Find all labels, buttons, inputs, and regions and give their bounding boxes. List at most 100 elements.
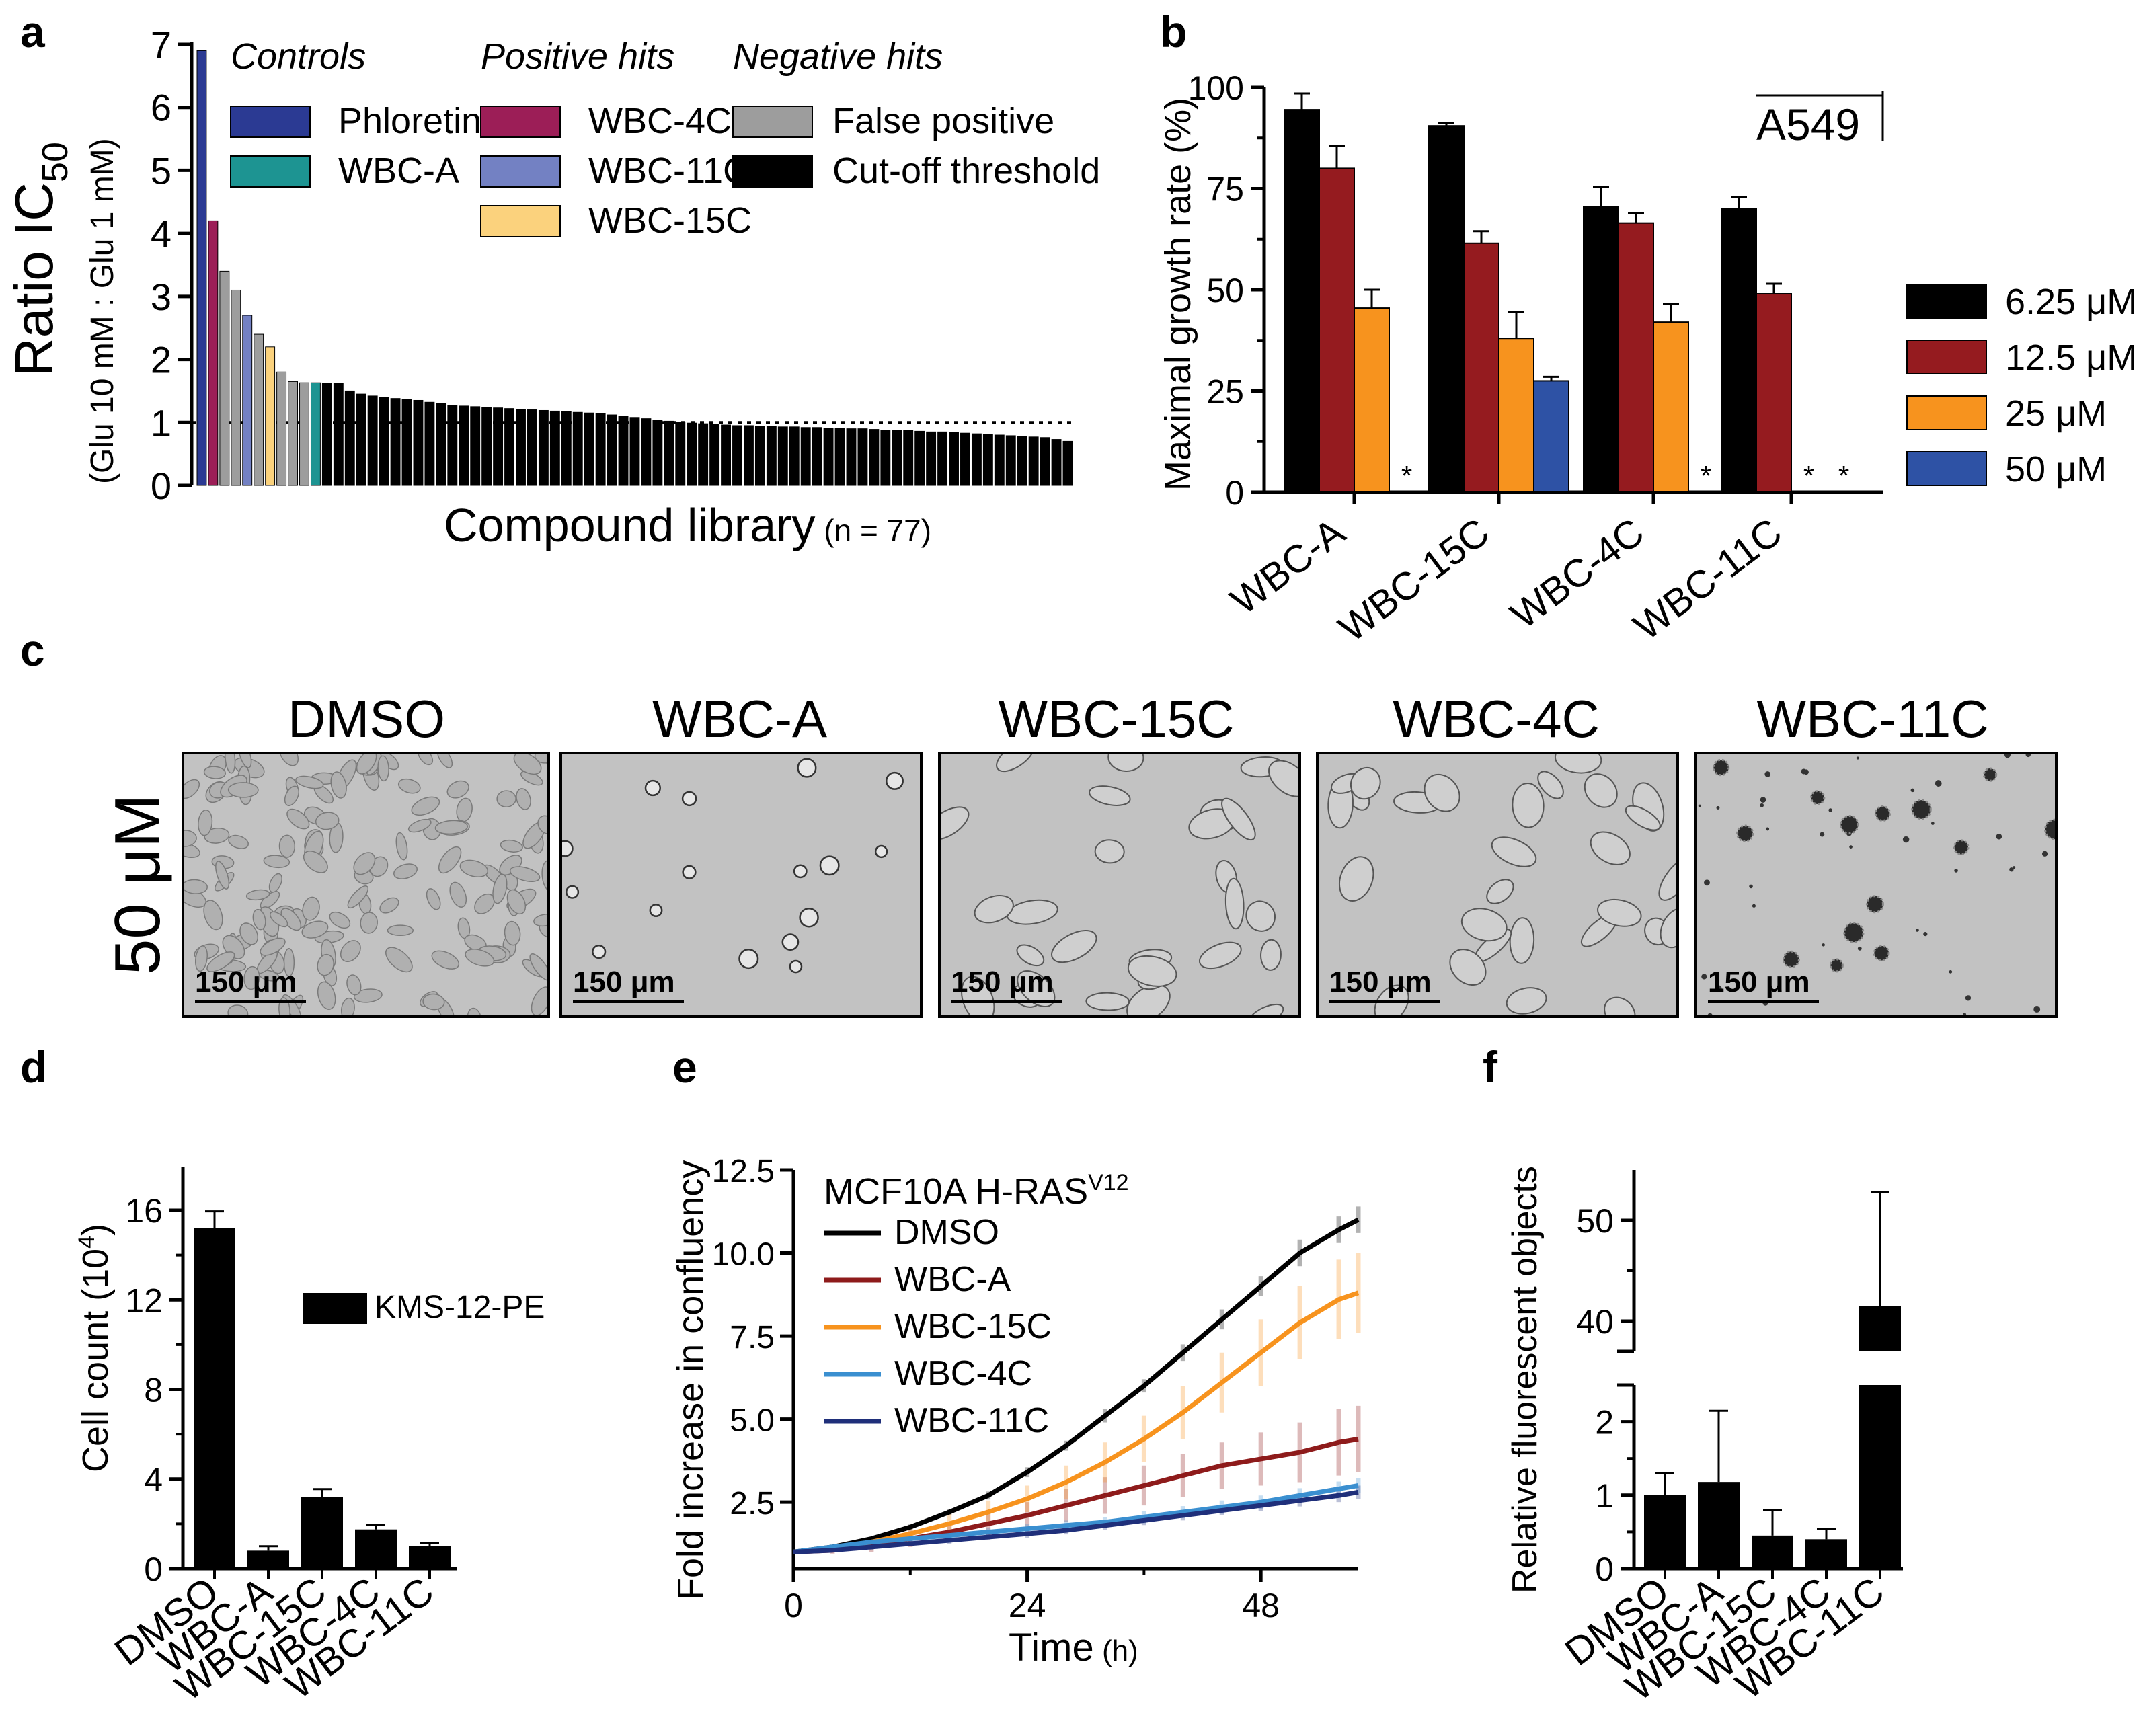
cell (1339, 856, 1374, 902)
cell (252, 908, 266, 931)
debris (2025, 754, 2031, 758)
cell (353, 852, 376, 875)
scale-bar (195, 1000, 306, 1003)
bar (504, 408, 514, 486)
cell (315, 812, 340, 830)
cell (431, 950, 460, 970)
bar (254, 333, 264, 486)
cell (317, 981, 336, 1010)
cell (295, 775, 324, 789)
bar (777, 426, 788, 486)
image-background (1697, 754, 2055, 1015)
cell (1107, 754, 1144, 772)
debris (2004, 754, 2011, 758)
cell (407, 818, 432, 833)
y-axis-label: Maximal growth rate (%) (1158, 97, 1198, 491)
cell (1782, 950, 1800, 968)
y-axis-label: Cell count (104) (74, 1224, 116, 1472)
debris (1760, 803, 1764, 807)
bar (333, 383, 344, 486)
cell (238, 754, 252, 768)
legend-label: WBC-4C (588, 101, 732, 141)
bar (1463, 242, 1499, 493)
scale-bar (1708, 1000, 1819, 1003)
debris (1820, 832, 1825, 837)
y-tick-label: 16 (125, 1192, 163, 1230)
bar (607, 414, 617, 486)
debris (1752, 904, 1756, 908)
y-tick-label: 2 (1595, 1404, 1614, 1442)
y-tick-label: 0 (1595, 1550, 1614, 1588)
legend-label: DMSO (894, 1213, 999, 1252)
legend-group-title: Controls (231, 36, 366, 77)
bar (926, 431, 937, 486)
legend-swatch (480, 155, 561, 188)
bar (732, 425, 742, 486)
bar (447, 405, 458, 486)
cell (301, 920, 329, 939)
cell (438, 846, 462, 874)
bar (869, 429, 880, 486)
bar (194, 1228, 235, 1569)
bar (481, 407, 492, 486)
x-axis-label: Compound library (n = 77) (444, 499, 931, 551)
cell (184, 830, 197, 847)
cell (1911, 799, 1932, 820)
cell (385, 947, 413, 973)
bar (789, 426, 800, 486)
cell (446, 780, 469, 799)
legend-label: WBC-11C (894, 1401, 1049, 1440)
y-tick-label: 0 (151, 465, 171, 507)
bar (413, 399, 424, 486)
bar (834, 428, 845, 486)
debris (1828, 808, 1832, 812)
cell (239, 922, 259, 945)
panel-label-d: d (20, 1042, 47, 1092)
cell (387, 924, 414, 937)
bar (1051, 439, 1062, 486)
legend-swatch (732, 155, 813, 188)
y-tick-label: 75 (1206, 171, 1244, 208)
cell (1016, 944, 1045, 967)
bar (949, 432, 959, 486)
y-tick-label: 12.5 (712, 1154, 775, 1189)
debris (2009, 867, 2014, 872)
cell (459, 859, 489, 878)
cell (1094, 839, 1125, 864)
y-tick-label: 2 (151, 339, 171, 381)
bar (538, 409, 549, 486)
bar (321, 383, 332, 486)
micrograph-wbc-15c: 150 μm (938, 752, 1301, 1018)
y-tick-label: 7.5 (730, 1320, 775, 1355)
micrograph-row-label: 50 μM (102, 794, 173, 975)
bar (242, 315, 253, 486)
cell-image (1697, 754, 2055, 1015)
cell (1809, 790, 1826, 805)
legend-label: 6.25 μM (2005, 282, 2137, 322)
bar (1028, 436, 1039, 486)
bar (800, 427, 811, 486)
cell (1350, 766, 1381, 800)
panel-label-f: f (1483, 1042, 1498, 1092)
cell (1199, 941, 1242, 970)
cell (2044, 818, 2055, 840)
debris (1715, 985, 1722, 992)
cell (263, 855, 290, 869)
cell (330, 771, 347, 799)
x-tick-label: WBC-11C (1626, 510, 1790, 648)
cell (509, 866, 541, 883)
series-line (793, 1489, 1359, 1554)
x-axis-label: Time (h) (1009, 1626, 1138, 1669)
cell (565, 885, 580, 899)
cell (649, 904, 663, 917)
legend-label: WBC-11C (588, 151, 749, 191)
bar (299, 382, 309, 486)
bar (687, 422, 697, 486)
cell (492, 873, 508, 904)
significance-star: * (1803, 460, 1814, 491)
cell (1245, 900, 1276, 932)
significance-star: * (1401, 460, 1412, 491)
cell (516, 788, 531, 810)
debris (1996, 833, 2002, 840)
cell (1597, 898, 1642, 927)
